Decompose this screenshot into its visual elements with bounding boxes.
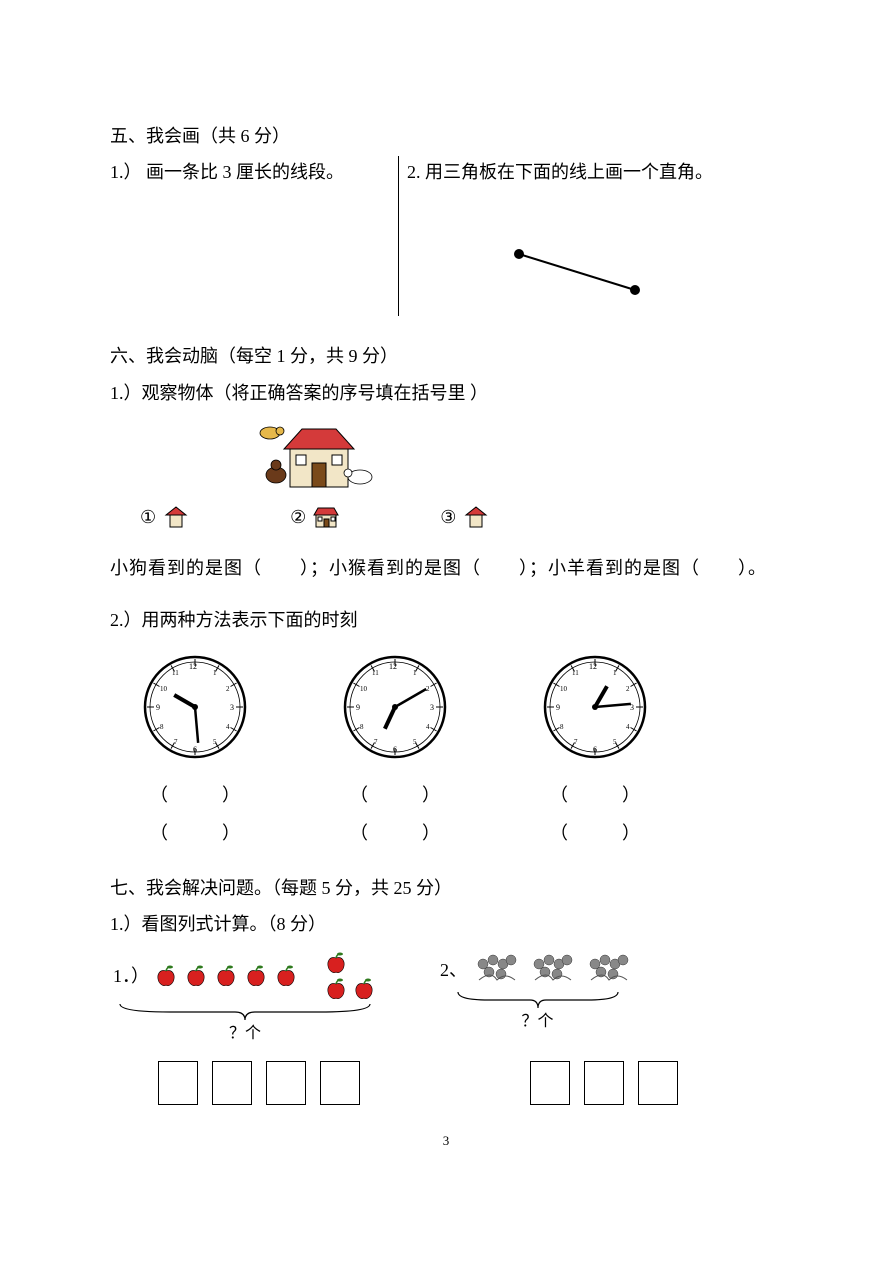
q7-sub: 1.）看图列式计算。（8 分） bbox=[110, 908, 782, 940]
q6-1-blanks: 小狗看到的是图（ ）；小猴看到的是图（ ）；小羊看到的是图（ ）。 bbox=[110, 552, 782, 584]
svg-text:10: 10 bbox=[360, 685, 368, 693]
svg-text:6: 6 bbox=[593, 745, 597, 754]
answer-boxes-1 bbox=[158, 1061, 360, 1105]
apple-icon bbox=[273, 963, 299, 989]
clock1-paren1: （ ） bbox=[140, 779, 250, 811]
svg-text:7: 7 bbox=[174, 738, 178, 746]
flowers-problem: 2、 bbox=[440, 950, 635, 1037]
answer-box[interactable] bbox=[158, 1061, 198, 1105]
option-3-num: ③ bbox=[440, 501, 456, 533]
q5-2-text: 2. 用三角板在下面的线上画一个直角。 bbox=[407, 156, 782, 188]
clock-icon-3: 12 3 6 9 12 45 78 1011 bbox=[540, 652, 650, 762]
observation-scene bbox=[240, 415, 380, 493]
svg-text:7: 7 bbox=[574, 738, 578, 746]
svg-text:4: 4 bbox=[226, 723, 230, 731]
svg-text:9: 9 bbox=[556, 703, 560, 712]
flowers-qmark: ？个 bbox=[521, 1008, 553, 1037]
house-side2-icon bbox=[462, 505, 490, 529]
svg-text:2: 2 bbox=[626, 685, 630, 693]
clock-3: 12 3 6 9 12 45 78 1011 （ ） （ ） bbox=[540, 652, 650, 849]
apple-icon bbox=[323, 976, 349, 1002]
svg-text:10: 10 bbox=[160, 685, 168, 693]
options-row: ① ② ③ bbox=[140, 501, 782, 533]
item1-label: 1．） bbox=[113, 960, 149, 992]
clock2-paren1: （ ） bbox=[340, 779, 450, 811]
svg-text:10: 10 bbox=[560, 685, 568, 693]
section5-title: 五、我会画（共 6 分） bbox=[110, 120, 782, 152]
answer-box[interactable] bbox=[266, 1061, 306, 1105]
svg-text:2: 2 bbox=[426, 685, 430, 693]
answer-box[interactable] bbox=[320, 1061, 360, 1105]
svg-text:1: 1 bbox=[413, 669, 417, 677]
svg-text:7: 7 bbox=[374, 738, 378, 746]
option-2-num: ② bbox=[290, 501, 306, 533]
svg-text:4: 4 bbox=[626, 723, 630, 731]
apple-icon bbox=[213, 963, 239, 989]
option-1-num: ① bbox=[140, 501, 156, 533]
clock1-paren2: （ ） bbox=[140, 817, 250, 849]
svg-text:5: 5 bbox=[213, 738, 217, 746]
svg-text:4: 4 bbox=[426, 723, 430, 731]
apples-qmark: ？个 bbox=[229, 1020, 261, 1049]
clocks-row: 12 3 6 9 12 45 78 1011 （ ） （ ） bbox=[140, 652, 782, 849]
apple-icon bbox=[153, 963, 179, 989]
svg-text:1: 1 bbox=[213, 669, 217, 677]
clock-icon-1: 12 3 6 9 12 45 78 1011 bbox=[140, 652, 250, 762]
clock2-paren2: （ ） bbox=[340, 817, 450, 849]
svg-text:11: 11 bbox=[372, 669, 379, 677]
answer-box[interactable] bbox=[212, 1061, 252, 1105]
svg-text:8: 8 bbox=[560, 723, 564, 731]
svg-text:12: 12 bbox=[189, 662, 197, 671]
svg-text:3: 3 bbox=[430, 703, 434, 712]
clock3-paren2: （ ） bbox=[540, 817, 650, 849]
slanted-line-icon bbox=[507, 246, 657, 306]
flower-bunch-icon bbox=[471, 950, 523, 990]
q6-1-text: 1.）观察物体（将正确答案的序号填在括号里 ） bbox=[110, 377, 782, 409]
svg-text:3: 3 bbox=[230, 703, 234, 712]
answer-box[interactable] bbox=[638, 1061, 678, 1105]
answer-box[interactable] bbox=[530, 1061, 570, 1105]
apple-icon bbox=[243, 963, 269, 989]
item2-label: 2、 bbox=[440, 954, 467, 986]
option-3: ③ bbox=[440, 501, 490, 533]
svg-text:5: 5 bbox=[413, 738, 417, 746]
svg-text:8: 8 bbox=[360, 723, 364, 731]
clock-1: 12 3 6 9 12 45 78 1011 （ ） （ ） bbox=[140, 652, 250, 849]
apples-problem: 1．） bbox=[110, 950, 380, 1049]
apple-icon bbox=[351, 976, 377, 1002]
svg-text:11: 11 bbox=[572, 669, 579, 677]
house-side-icon bbox=[162, 505, 190, 529]
svg-text:6: 6 bbox=[193, 745, 197, 754]
apple-icon bbox=[183, 963, 209, 989]
option-1: ① bbox=[140, 501, 190, 533]
apple-icon bbox=[323, 950, 349, 976]
page-number: 3 bbox=[0, 1129, 892, 1152]
clock-icon-2: 12 3 6 9 12 45 78 1011 bbox=[340, 652, 450, 762]
svg-text:11: 11 bbox=[172, 669, 179, 677]
option-2: ② bbox=[290, 501, 340, 533]
house-front-icon bbox=[312, 505, 340, 529]
svg-text:1: 1 bbox=[613, 669, 617, 677]
svg-text:12: 12 bbox=[589, 662, 597, 671]
section7-title: 七、我会解决问题。（每题 5 分，共 25 分） bbox=[110, 872, 782, 904]
answer-boxes-2 bbox=[530, 1061, 678, 1105]
svg-text:8: 8 bbox=[160, 723, 164, 731]
svg-text:9: 9 bbox=[156, 703, 160, 712]
brace-icon bbox=[448, 988, 628, 1010]
section6-title: 六、我会动脑（每空 1 分，共 9 分） bbox=[110, 340, 782, 372]
answer-box[interactable] bbox=[584, 1061, 624, 1105]
svg-text:2: 2 bbox=[226, 685, 230, 693]
q6-2-text: 2.）用两种方法表示下面的时刻 bbox=[110, 604, 782, 636]
flower-bunch-icon bbox=[527, 950, 579, 990]
clock-2: 12 3 6 9 12 45 78 1011 （ ） （ ） bbox=[340, 652, 450, 849]
q5-1-text: 1.） 画一条比 3 厘长的线段。 bbox=[110, 156, 390, 188]
brace-icon bbox=[110, 1000, 380, 1022]
divider-vertical bbox=[398, 156, 399, 316]
svg-text:6: 6 bbox=[393, 745, 397, 754]
svg-text:12: 12 bbox=[389, 662, 397, 671]
svg-text:5: 5 bbox=[613, 738, 617, 746]
flower-bunch-icon bbox=[583, 950, 635, 990]
clock3-paren1: （ ） bbox=[540, 779, 650, 811]
svg-text:9: 9 bbox=[356, 703, 360, 712]
